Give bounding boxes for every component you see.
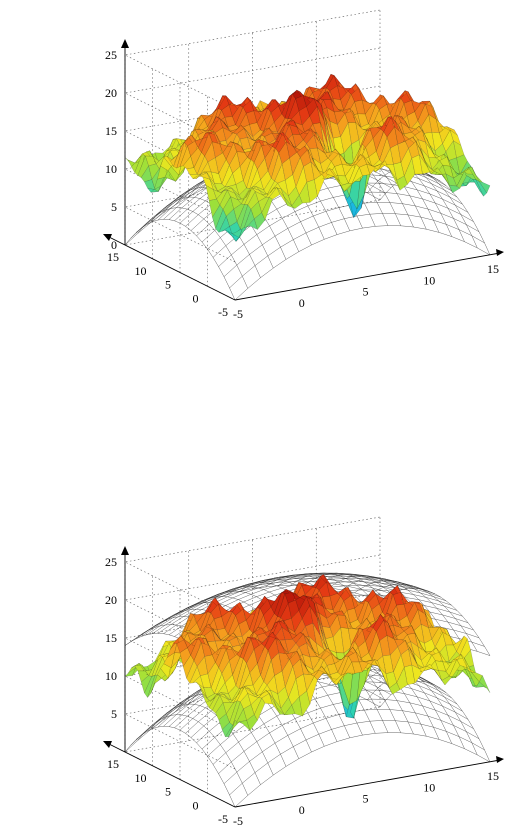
z-axis-arrow — [121, 546, 129, 555]
y-tick-label: 0 — [193, 798, 199, 812]
x-tick-label: 15 — [487, 262, 499, 276]
z-tick-label: 0 — [111, 238, 117, 252]
wire-line — [130, 581, 386, 643]
y-tick-label: 5 — [165, 278, 171, 292]
wire-line — [157, 572, 414, 634]
z-gridline — [124, 161, 381, 263]
x-tick-label: 10 — [423, 273, 435, 287]
y-tick-label: 5 — [165, 785, 171, 799]
z-gridline — [124, 630, 381, 732]
z-tick-label: 20 — [105, 86, 117, 100]
z-gridline — [124, 9, 381, 111]
y-tick-label: 10 — [135, 264, 147, 278]
tick-labels: -5 0 5 10 15 -5 0 5 10 15 5 10 15 20 25 — [105, 555, 499, 825]
wire-line — [341, 577, 452, 645]
wire-line — [367, 583, 478, 652]
z-tick-label: 5 — [111, 200, 117, 214]
z-tick-label: 20 — [105, 593, 117, 607]
x-tick-label: 5 — [363, 792, 369, 806]
x-axis-line — [234, 252, 501, 301]
y-tick-label: -5 — [218, 812, 228, 825]
wire-line — [379, 681, 491, 763]
z-axis-arrow — [121, 39, 129, 48]
y-axis-arrow — [103, 741, 112, 748]
z-gridline — [124, 516, 381, 618]
x-axis-line — [234, 759, 501, 808]
y-tick-label: 0 — [193, 291, 199, 305]
colored-surface — [124, 73, 491, 242]
wire-line — [135, 578, 392, 639]
y-tick-label: 10 — [135, 771, 147, 785]
z-tick-label: 25 — [105, 555, 117, 569]
wire-line — [379, 174, 491, 256]
wire-line — [354, 580, 465, 648]
y-axis-line — [106, 742, 236, 808]
x-tick-label: -5 — [233, 814, 243, 825]
x-axis-arrow — [496, 756, 504, 763]
y-axis-line — [106, 235, 236, 301]
surface-plot-bottom: -5 0 5 10 15 -5 0 5 10 15 5 10 15 20 25 — [103, 516, 504, 825]
y-tick-label: -5 — [218, 305, 228, 319]
z-tick-label: 10 — [105, 162, 117, 176]
x-tick-label: 0 — [299, 803, 305, 817]
z-tick-label: 15 — [105, 124, 117, 138]
x-axis-arrow — [496, 249, 504, 256]
x-tick-label: 15 — [487, 769, 499, 783]
y-tick-label: 15 — [107, 250, 119, 264]
x-tick-label: 10 — [423, 780, 435, 794]
z-gridline — [124, 668, 381, 770]
z-tick-label: 25 — [105, 48, 117, 62]
axes — [106, 550, 501, 808]
surface-patch — [479, 181, 491, 194]
y-axis-arrow — [103, 234, 112, 241]
y-tick-label: 15 — [107, 757, 119, 771]
axes — [106, 43, 501, 301]
colored-surface — [124, 574, 491, 738]
z-tick-label: 15 — [105, 631, 117, 645]
surface-patch — [479, 675, 491, 693]
wire-line — [124, 585, 381, 646]
z-tick-label: 5 — [111, 707, 117, 721]
z-gridline — [124, 123, 381, 225]
z-tick-label: 10 — [105, 669, 117, 683]
x-tick-label: 0 — [299, 296, 305, 310]
wire-line — [152, 573, 408, 634]
x-tick-label: 5 — [363, 285, 369, 299]
x-tick-label: -5 — [233, 307, 243, 321]
